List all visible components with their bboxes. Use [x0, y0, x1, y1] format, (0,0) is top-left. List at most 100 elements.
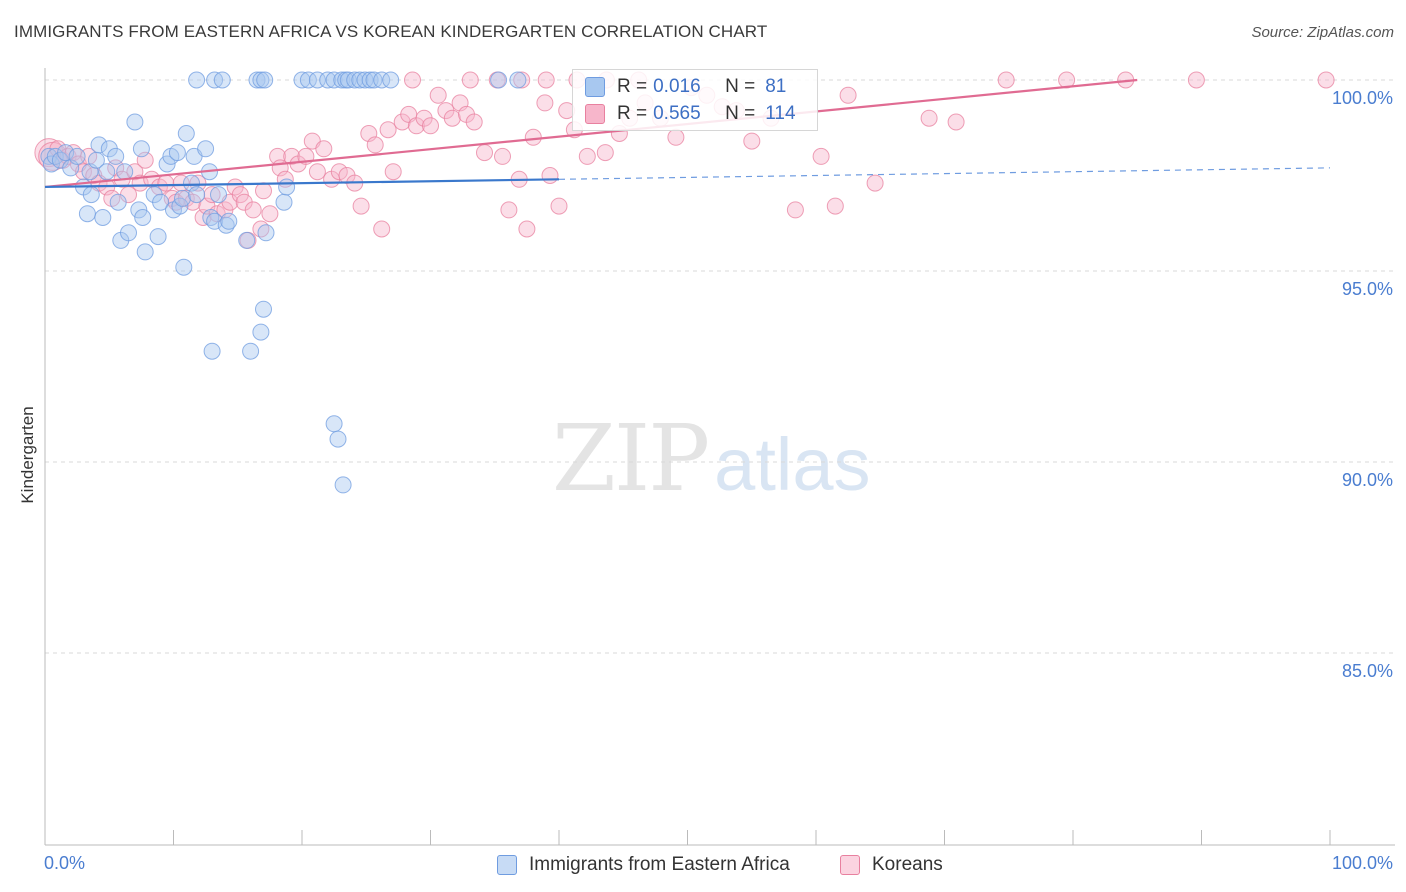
- point-eastern-africa: [116, 163, 134, 181]
- legend-item-koreans[interactable]: Koreans: [840, 852, 943, 878]
- point-koreans: [667, 128, 685, 146]
- point-koreans: [261, 205, 279, 223]
- source-label: Source: ZipAtlas.com: [1251, 24, 1394, 41]
- point-koreans: [947, 113, 965, 131]
- point-koreans: [578, 147, 596, 165]
- stats-r-value: 0.565: [653, 103, 701, 124]
- point-eastern-africa: [94, 209, 112, 226]
- point-eastern-africa: [356, 71, 374, 89]
- x-tick-label: 100.0%: [1332, 853, 1393, 873]
- point-koreans: [384, 163, 402, 181]
- y-tick-label: 90.0%: [1342, 470, 1393, 490]
- point-koreans: [330, 163, 348, 181]
- watermark: ZIP atlas: [552, 405, 870, 512]
- point-eastern-africa: [130, 201, 148, 219]
- legend-label: Immigrants from Eastern Africa: [529, 854, 790, 875]
- point-eastern-africa: [242, 342, 260, 360]
- point-eastern-africa: [490, 71, 508, 89]
- point-koreans: [541, 167, 559, 184]
- point-eastern-africa: [325, 415, 343, 433]
- point-koreans: [1187, 71, 1205, 89]
- point-koreans: [743, 132, 761, 150]
- point-eastern-africa: [68, 147, 86, 165]
- point-koreans: [920, 109, 938, 127]
- point-eastern-africa: [177, 125, 195, 142]
- point-koreans: [997, 71, 1015, 89]
- point-eastern-africa: [197, 140, 215, 158]
- point-eastern-africa: [252, 323, 270, 341]
- point-koreans: [172, 174, 190, 192]
- point-koreans: [373, 220, 391, 238]
- point-koreans: [500, 201, 518, 219]
- legend-item-eastern-africa[interactable]: Immigrants from Eastern Africa: [497, 852, 790, 878]
- point-koreans: [518, 220, 536, 238]
- point-koreans: [80, 147, 98, 165]
- point-koreans: [826, 197, 844, 215]
- point-eastern-africa: [188, 71, 206, 89]
- point-koreans: [136, 151, 154, 169]
- trendline-eastern-africa-extension: [558, 167, 1331, 180]
- point-koreans: [494, 147, 511, 165]
- y-tick-label: 85.0%: [1342, 661, 1393, 681]
- point-koreans: [379, 121, 397, 139]
- stats-n-value: 114: [765, 103, 796, 124]
- point-eastern-africa: [329, 430, 347, 448]
- point-koreans: [513, 71, 531, 89]
- point-koreans: [366, 136, 384, 154]
- point-eastern-africa: [213, 71, 231, 89]
- point-eastern-africa: [98, 163, 116, 181]
- stats-n-label: N =: [725, 103, 756, 124]
- point-eastern-africa: [120, 224, 137, 242]
- point-eastern-africa: [361, 71, 379, 89]
- point-eastern-africa: [255, 300, 272, 318]
- point-eastern-africa: [382, 71, 400, 89]
- stats-r-label: R =: [617, 103, 648, 124]
- point-eastern-africa: [333, 71, 351, 89]
- legend: Immigrants from Eastern Africa Koreans: [0, 848, 1406, 882]
- stats-n-label: N =: [725, 76, 756, 97]
- stats-swatch-koreans: [585, 104, 605, 124]
- legend-label: Koreans: [872, 854, 943, 875]
- point-eastern-africa: [275, 193, 293, 211]
- point-koreans: [308, 163, 326, 181]
- watermark-atlas: atlas: [714, 423, 871, 506]
- point-koreans: [537, 71, 555, 89]
- point-eastern-africa: [509, 71, 527, 89]
- point-eastern-africa: [168, 144, 186, 162]
- point-eastern-africa: [220, 212, 238, 230]
- point-koreans: [536, 94, 554, 112]
- point-eastern-africa: [252, 71, 270, 89]
- point-eastern-africa: [109, 193, 127, 211]
- point-koreans: [1317, 71, 1335, 89]
- point-eastern-africa: [152, 193, 170, 211]
- point-koreans: [429, 86, 447, 104]
- point-eastern-africa: [238, 231, 256, 249]
- point-eastern-africa: [126, 113, 144, 131]
- point-koreans: [443, 109, 461, 127]
- point-eastern-africa: [107, 147, 125, 165]
- point-koreans: [244, 201, 262, 219]
- point-eastern-africa: [42, 155, 60, 173]
- point-eastern-africa: [175, 258, 193, 276]
- point-koreans: [255, 182, 272, 200]
- legend-swatch-eastern-africa: [497, 855, 517, 875]
- point-koreans: [812, 147, 830, 165]
- point-koreans: [596, 144, 614, 162]
- point-eastern-africa: [78, 205, 96, 223]
- point-koreans: [476, 144, 493, 162]
- point-koreans: [786, 201, 804, 219]
- stats-r-label: R =: [617, 76, 648, 97]
- stats-box: R = 0.016 N = 81 R = 0.565 N = 114: [572, 69, 818, 131]
- point-eastern-africa: [319, 71, 337, 89]
- chart-title: IMMIGRANTS FROM EASTERN AFRICA VS KOREAN…: [14, 22, 768, 41]
- point-eastern-africa: [257, 224, 275, 242]
- point-eastern-africa: [149, 228, 167, 246]
- point-koreans: [461, 71, 479, 89]
- y-tick-label: 95.0%: [1342, 279, 1393, 299]
- point-eastern-africa: [334, 476, 352, 494]
- stats-n-value: 81: [765, 76, 787, 97]
- point-eastern-africa: [203, 342, 221, 360]
- point-koreans: [231, 186, 249, 204]
- point-koreans: [839, 86, 857, 104]
- legend-swatch-koreans: [840, 855, 860, 875]
